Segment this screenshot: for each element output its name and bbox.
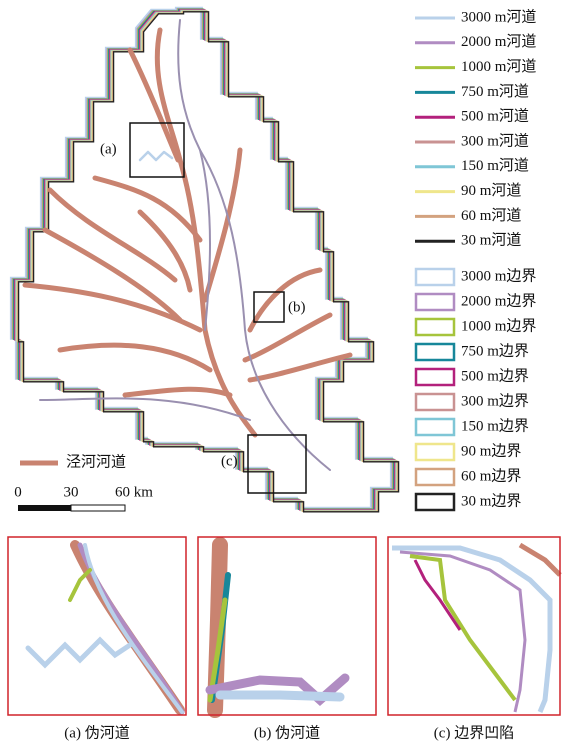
panel-caption: (c) 边界凹陷 (434, 724, 514, 741)
basin-boundary (17, 11, 397, 511)
legend-swatch (416, 269, 454, 285)
legend-label: 2000 m边界 (461, 292, 536, 309)
main-river (157, 30, 255, 435)
inset-box (248, 435, 306, 493)
legend-label: 60 m河道 (461, 207, 521, 224)
scale-label: 0 (14, 484, 22, 500)
legend-label: 300 m河道 (461, 132, 529, 149)
scale-bar (18, 505, 71, 511)
basin-boundary (13, 9, 393, 509)
basin-boundary (18, 11, 398, 511)
legend-swatch (416, 469, 454, 485)
legend-label: 750 m河道 (461, 83, 529, 100)
inset-label: (c) (221, 453, 238, 469)
panel-b (198, 537, 376, 715)
legend-label: 2000 m河道 (461, 33, 536, 50)
legend-swatch (416, 344, 454, 360)
legend-swatch (416, 444, 454, 460)
panel-a (8, 537, 186, 715)
legend-swatch (416, 494, 454, 510)
legend-label: 500 m边界 (461, 367, 529, 384)
legend-label: 500 m河道 (461, 108, 529, 125)
legend-label: 90 m边界 (461, 442, 521, 459)
basin-boundary (15, 10, 395, 510)
legend-label: 3000 m河道 (461, 8, 536, 25)
legend-label: 3000 m边界 (461, 267, 536, 284)
panel-caption: (b) 伪河道 (254, 724, 320, 741)
legend-label: 150 m边界 (461, 417, 529, 434)
inset-label: (a) (100, 141, 117, 157)
legend-label: 30 m边界 (461, 492, 521, 509)
legend-label: 150 m河道 (461, 157, 529, 174)
basin-boundary (15, 10, 395, 510)
legend: 3000 m河道 2000 m河道 1000 m河道 750 m河道 500 m河道 30… (415, 8, 536, 510)
panel-caption: (a) 伪河道 (64, 724, 129, 741)
legend-swatch (416, 394, 454, 410)
scale-bar (71, 505, 125, 511)
basin-boundary (19, 12, 399, 512)
legend-swatch (416, 369, 454, 385)
legend-label: 30 m河道 (461, 232, 521, 249)
legend-label: 90 m河道 (461, 182, 521, 199)
basin-boundary (11, 8, 391, 508)
legend-label: 60 m边界 (461, 467, 521, 484)
basin-boundary (12, 9, 392, 509)
scale-label: 30 (64, 484, 79, 500)
figure: (a) (b) (c) 泾河河道 0 30 60 km 3000 m河道 2000… (0, 0, 563, 747)
scale-label: 60 km (115, 484, 153, 500)
basin-boundary (14, 9, 394, 509)
inset-label: (b) (288, 299, 306, 315)
legend-label: 1000 m河道 (461, 58, 536, 75)
legend-label: 泾河河道 (66, 453, 126, 470)
legend-label: 300 m边界 (461, 392, 529, 409)
inset-panels: (a) 伪河道 (b) 伪河道 (c) 边界凹陷 (8, 537, 560, 741)
legend-label: 750 m边界 (461, 342, 529, 359)
legend-swatch (416, 319, 454, 335)
legend-swatch (416, 419, 454, 435)
legend-label: 1000 m边界 (461, 317, 536, 334)
legend-swatch (416, 294, 454, 310)
panel-c (388, 537, 560, 715)
basin-boundary (16, 11, 396, 511)
basin-map: (a) (b) (c) 泾河河道 0 30 60 km (11, 8, 398, 512)
